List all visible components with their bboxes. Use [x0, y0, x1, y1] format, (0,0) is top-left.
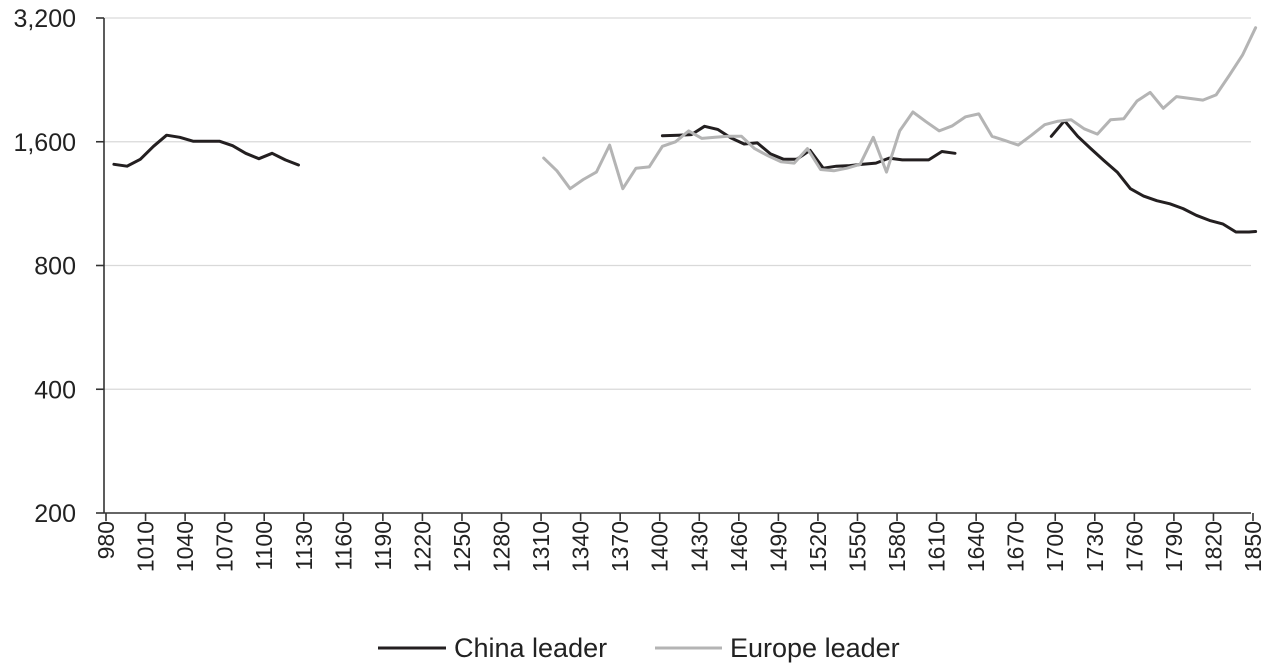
xtick-label-1220: 1220 — [409, 521, 435, 572]
xtick-label-980: 980 — [93, 521, 119, 559]
xtick-label-1730: 1730 — [1082, 521, 1108, 572]
xtick-label-1490: 1490 — [765, 521, 791, 572]
ytick-label-800: 800 — [34, 253, 76, 281]
xtick-label-1250: 1250 — [449, 521, 475, 572]
y-axis-ticks: 200 400 800 1,600 3,200 — [13, 5, 104, 528]
xtick-label-1430: 1430 — [686, 521, 712, 572]
xtick-label-1340: 1340 — [568, 521, 594, 572]
xtick-label-1850: 1850 — [1240, 521, 1264, 572]
xtick-label-1760: 1760 — [1121, 521, 1147, 572]
xtick-label-1010: 1010 — [133, 521, 159, 572]
xtick-label-1310: 1310 — [528, 521, 554, 572]
legend-label-china-leader: China leader — [454, 633, 607, 663]
xtick-label-1190: 1190 — [370, 521, 396, 570]
xtick-label-1040: 1040 — [172, 521, 198, 572]
xtick-label-1820: 1820 — [1200, 521, 1226, 572]
xtick-label-1400: 1400 — [647, 521, 673, 572]
xtick-label-1130: 1130 — [291, 521, 317, 570]
xtick-label-1550: 1550 — [844, 521, 870, 572]
xtick-label-1520: 1520 — [805, 521, 831, 572]
xtick-label-1370: 1370 — [607, 521, 633, 572]
legend-label-europe-leader: Europe leader — [730, 633, 900, 663]
xtick-label-1670: 1670 — [1003, 521, 1029, 572]
ytick-label-1600: 1,600 — [13, 129, 76, 157]
xtick-label-1640: 1640 — [963, 521, 989, 572]
xtick-label-1100: 1100 — [251, 521, 277, 570]
ytick-label-200: 200 — [34, 500, 76, 528]
x-axis-ticks: 980 1010 1040 1070 1100 1130 1160 1190 1220 1250 1… — [93, 513, 1264, 572]
ytick-label-400: 400 — [34, 376, 76, 404]
xtick-label-1160: 1160 — [330, 521, 356, 570]
series-lines — [112, 26, 1258, 234]
xtick-label-1280: 1280 — [489, 521, 515, 572]
ytick-label-3200: 3,200 — [13, 5, 76, 33]
gridlines — [104, 17, 1251, 390]
xtick-label-1790: 1790 — [1161, 521, 1187, 572]
series-line-china-leader-segment-2 — [660, 124, 957, 170]
legend: China leader Europe leader — [378, 633, 900, 663]
xtick-label-1070: 1070 — [212, 521, 238, 572]
xtick-label-1700: 1700 — [1042, 521, 1068, 572]
xtick-label-1610: 1610 — [924, 521, 950, 572]
series-line-china-leader-segment-1 — [112, 133, 300, 168]
xtick-label-1460: 1460 — [726, 521, 752, 572]
xtick-label-1580: 1580 — [884, 521, 910, 572]
series-line-europe-leader-segment-1 — [542, 26, 1258, 191]
series-line-china-leader-segment-3 — [1049, 119, 1258, 234]
